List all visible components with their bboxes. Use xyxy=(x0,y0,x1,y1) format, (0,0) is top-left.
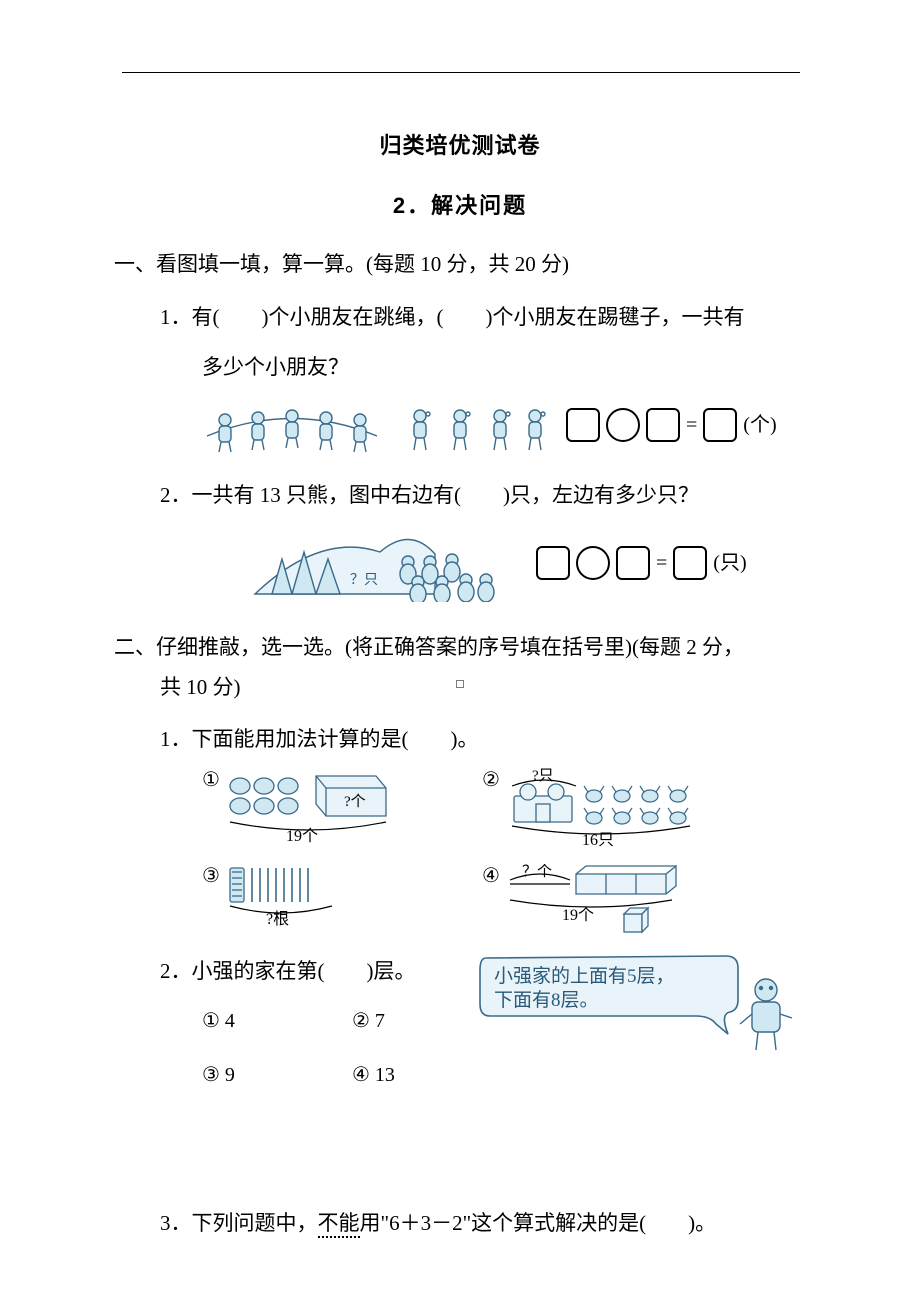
blank-box[interactable] xyxy=(703,408,737,442)
blank-circle[interactable] xyxy=(576,546,610,580)
q1-1-line2: 多少个小朋友？ xyxy=(202,348,800,388)
svg-text:？个: ？个 xyxy=(522,864,552,880)
q2-2-opt-3[interactable]: ③ 9 xyxy=(202,1056,352,1094)
blank-box[interactable] xyxy=(646,408,680,442)
svg-text:16只: 16只 xyxy=(582,832,614,846)
page: 归类培优测试卷 2．解决问题 一、看图填一填，算一算。(每题 10 分，共 20… xyxy=(0,0,920,1302)
blank-box[interactable] xyxy=(566,408,600,442)
doc-title: 归类培优测试卷 xyxy=(120,125,800,167)
opt-num: ③ xyxy=(202,864,220,888)
svg-text:小强家的上面有5层，: 小强家的上面有5层， xyxy=(494,965,675,987)
q2-1-opt-4[interactable]: ④ ？个 19个 xyxy=(482,864,742,934)
doc-subtitle: 2．解决问题 xyxy=(120,185,800,227)
q1-2-illustration: ？只 xyxy=(250,524,500,602)
section-1: 一、看图填一填，算一算。(每题 10 分，共 20 分) 1．有( )个小朋友在… xyxy=(120,245,800,603)
q1-2-equation: = (只) xyxy=(536,544,747,582)
q2-1-text: 1．下面能用加法计算的是( )。 xyxy=(160,720,800,760)
q2-3-part-a: 3．下列问题中， xyxy=(160,1211,318,1235)
section-2-head-l2: 共 10 分) xyxy=(160,668,800,708)
q2-2-opt-1[interactable]: ① 4 xyxy=(202,1002,352,1040)
svg-text:下面有8层。: 下面有8层。 xyxy=(494,989,599,1011)
q1-2-figure-row: ？只 = (只) xyxy=(250,524,800,602)
q2-3-emphasis: 不能 xyxy=(318,1211,360,1238)
section-2: 二、仔细推敲，选一选。(将正确答案的序号填在括号里)(每题 2 分， 共 10 … xyxy=(120,628,800,1243)
decorative-square xyxy=(456,680,464,688)
q1-1-equation: = (个) xyxy=(566,406,777,444)
blank-circle[interactable] xyxy=(606,408,640,442)
svg-text:19个: 19个 xyxy=(286,827,318,843)
q1-2-line: 2．一共有 13 只熊，图中右边有( )只，左边有多少只？ xyxy=(160,476,800,516)
opt-num: ④ xyxy=(482,864,500,888)
section-2-head-l1: 二、仔细推敲，选一选。(将正确答案的序号填在括号里)(每题 2 分， xyxy=(114,628,800,668)
blank-box[interactable] xyxy=(536,546,570,580)
q2-1-options: ① ?个 19个 ② xyxy=(202,768,800,934)
q2-2-illustration: 小强家的上面有5层， 下面有8层。 xyxy=(476,946,806,1066)
blank-box[interactable] xyxy=(616,546,650,580)
q2-1-opt-2[interactable]: ② ?只 xyxy=(482,768,742,846)
opt-3-figure: ?根 xyxy=(226,864,356,926)
opt-4-figure: ？个 19个 xyxy=(506,864,686,934)
svg-text:?根: ?根 xyxy=(266,910,289,926)
svg-text:?个: ?个 xyxy=(344,793,366,810)
section-1-head: 一、看图填一填，算一算。(每题 10 分，共 20 分) xyxy=(114,245,800,285)
svg-text:？只: ？只 xyxy=(350,573,378,588)
opt-num: ① xyxy=(202,768,220,792)
q2-1-opt-3[interactable]: ③ ?根 xyxy=(202,864,462,934)
q1-1-line1: 1．有( )个小朋友在跳绳，( )个小朋友在踢毽子，一共有 xyxy=(160,298,800,338)
svg-text:19个: 19个 xyxy=(562,906,594,924)
svg-text:?只: ?只 xyxy=(532,768,554,784)
blank-box[interactable] xyxy=(673,546,707,580)
equals-sign: = xyxy=(656,544,667,582)
opt-num: ② xyxy=(482,768,500,792)
top-horizontal-rule xyxy=(122,72,800,73)
q1-1-illustration xyxy=(202,396,552,454)
equals-sign: = xyxy=(686,406,697,444)
unit-label: (只) xyxy=(713,544,746,582)
q2-3-text: 3．下列问题中，不能用"6＋3－2"这个算式解决的是( )。 xyxy=(160,1204,800,1244)
opt-1-figure: ?个 19个 xyxy=(226,768,391,843)
q2-3-part-c: 用"6＋3－2"这个算式解决的是( )。 xyxy=(360,1211,717,1235)
q1-1-figure-row: = (个) xyxy=(202,396,800,454)
unit-label: (个) xyxy=(743,406,776,444)
opt-2-figure: ?只 xyxy=(506,768,696,846)
q2-1-opt-1[interactable]: ① ?个 19个 xyxy=(202,768,462,846)
q2-2-block: 2．小强的家在第( )层。 ① 4 ② 7 ③ 9 ④ 13 小强家的上面有5层… xyxy=(120,952,800,1094)
